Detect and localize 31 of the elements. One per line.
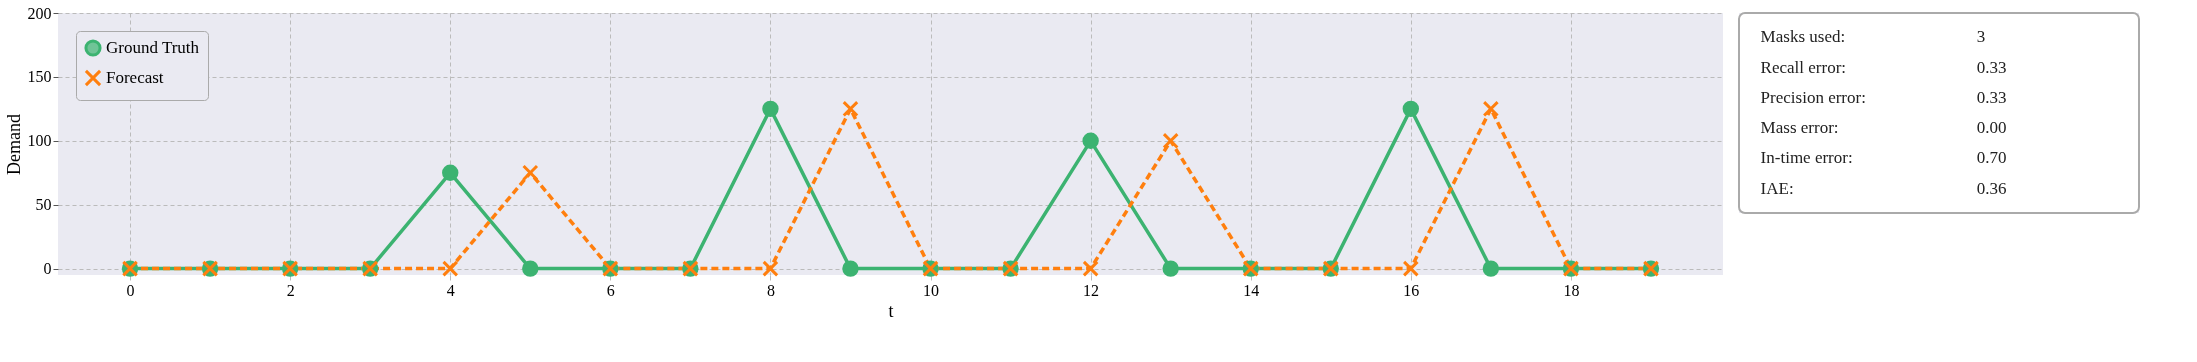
x-tick-label: 16 [1403, 281, 1420, 299]
text: 3 [1976, 27, 1986, 47]
x-tick-label: 4 [446, 281, 455, 299]
text: In-time error: [1760, 148, 1853, 168]
x-axis-title: t [888, 300, 894, 321]
y-tick-label: 200 [27, 4, 52, 22]
text: Mass error: [1760, 118, 1839, 138]
text: 0.36 [1976, 178, 2007, 198]
text: 0.33 [1976, 87, 2007, 107]
text: Precision error: [1760, 87, 1866, 107]
text: Recall error: [1760, 57, 1847, 77]
text: IAE: [1760, 178, 1794, 198]
y-tick-label: 50 [35, 196, 52, 214]
text: 0.70 [1976, 148, 2007, 168]
x-tick-label: 12 [1083, 281, 1100, 299]
text: 0.33 [1976, 57, 2007, 77]
y-tick-label: 150 [27, 68, 52, 86]
y-axis-title: Demand [3, 114, 24, 175]
text: Masks used: [1760, 27, 1846, 47]
x-tick-label: 14 [1243, 281, 1260, 299]
legend-label: Forecast [106, 68, 164, 87]
text: 0.00 [1976, 118, 2007, 138]
y-tick-label: 0 [43, 260, 52, 278]
x-tick-label: 0 [126, 281, 135, 299]
y-tick-label: 100 [27, 132, 52, 150]
x-tick-label: 8 [766, 281, 775, 299]
x-tick-label: 2 [286, 281, 295, 299]
x-tick-label: 18 [1563, 281, 1580, 299]
x-tick-label: 10 [923, 281, 940, 299]
x-tick-label: 6 [606, 281, 615, 299]
legend-label: Ground Truth [106, 38, 200, 57]
